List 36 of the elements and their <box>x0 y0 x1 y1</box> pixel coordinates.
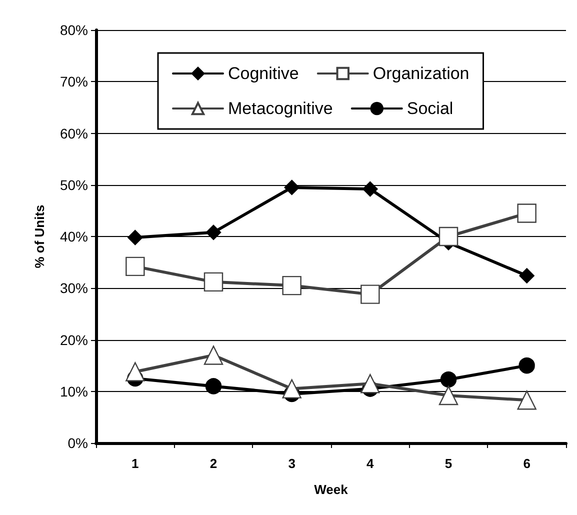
y-axis-title: % of Units <box>32 204 47 268</box>
point <box>126 362 145 382</box>
point <box>205 378 222 394</box>
y-tick-label: 30% <box>60 280 88 296</box>
legend-label: Metacognitive <box>228 99 333 118</box>
legend-label: Social <box>406 99 454 118</box>
y-tick-label: 70% <box>60 74 88 90</box>
point <box>362 181 378 197</box>
x-tick-label: 6 <box>523 456 530 471</box>
point <box>282 379 302 398</box>
point <box>360 284 380 304</box>
point <box>438 226 458 246</box>
legend-label: Organization <box>372 64 470 83</box>
y-tick-label: 50% <box>60 176 88 193</box>
point <box>206 224 222 240</box>
point <box>518 357 535 374</box>
point <box>204 272 224 292</box>
x-tick-label: 3 <box>288 456 296 471</box>
y-tick-label: 80% <box>60 22 88 38</box>
y-tick-label: 20% <box>60 332 88 348</box>
y-tick-label: 40% <box>60 228 88 244</box>
y-tick-label: 0% <box>68 435 88 451</box>
x-tick-label: 5 <box>444 456 452 471</box>
x-tick-label: 2 <box>210 456 218 471</box>
point <box>282 276 302 296</box>
point <box>284 180 300 196</box>
legend-label: Cognitive <box>228 64 299 83</box>
y-tick-label: 60% <box>60 125 88 142</box>
x-tick-label: 1 <box>132 456 139 471</box>
point <box>519 268 534 284</box>
x-axis-title: Week <box>314 482 349 497</box>
x-tick-label: 4 <box>366 456 375 471</box>
point <box>128 230 143 246</box>
point <box>440 371 457 388</box>
point <box>360 374 380 394</box>
y-tick-label: 10% <box>60 383 88 400</box>
